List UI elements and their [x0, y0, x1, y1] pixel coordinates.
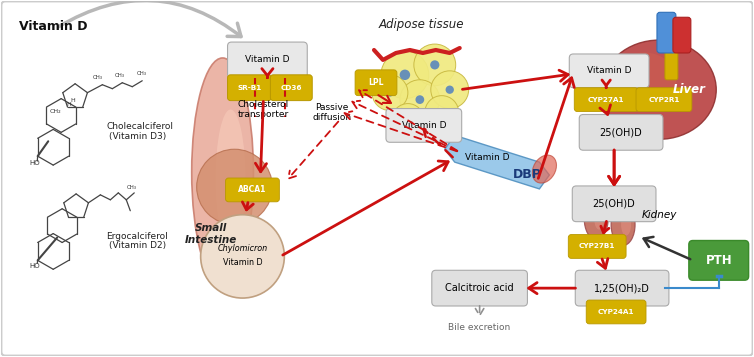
FancyBboxPatch shape [225, 178, 280, 202]
Text: HO: HO [29, 160, 40, 166]
Ellipse shape [594, 208, 604, 230]
Circle shape [400, 70, 410, 80]
Ellipse shape [611, 52, 676, 107]
Circle shape [415, 95, 425, 104]
Text: 25(OH)D: 25(OH)D [599, 127, 642, 137]
Text: Calcitroic acid: Calcitroic acid [446, 283, 514, 293]
Text: HO: HO [29, 263, 40, 269]
Circle shape [404, 116, 412, 123]
Text: Small: Small [195, 223, 227, 233]
Text: (Vitamin D3): (Vitamin D3) [109, 132, 166, 141]
Circle shape [197, 149, 272, 225]
Circle shape [431, 71, 469, 109]
FancyBboxPatch shape [386, 109, 461, 142]
Text: Vitamin D: Vitamin D [465, 153, 510, 162]
Text: Passive
diffusion: Passive diffusion [313, 103, 351, 122]
FancyBboxPatch shape [228, 42, 308, 78]
FancyBboxPatch shape [586, 300, 646, 324]
FancyBboxPatch shape [432, 270, 528, 306]
Text: H: H [66, 102, 71, 107]
Text: Adipose tissue: Adipose tissue [379, 18, 464, 31]
FancyBboxPatch shape [657, 12, 676, 53]
Text: Vitamin D: Vitamin D [587, 66, 631, 75]
Text: CYP2R1: CYP2R1 [648, 97, 679, 102]
Circle shape [425, 96, 458, 129]
FancyBboxPatch shape [636, 88, 692, 111]
Text: Chylomicron: Chylomicron [217, 244, 268, 253]
Polygon shape [445, 135, 550, 189]
FancyBboxPatch shape [355, 70, 397, 96]
Text: Cholecalciferol: Cholecalciferol [106, 122, 173, 131]
Text: Intestine: Intestine [185, 236, 237, 246]
Ellipse shape [621, 214, 631, 236]
Circle shape [414, 44, 455, 86]
Circle shape [201, 215, 284, 298]
Text: LPL: LPL [368, 78, 384, 87]
Text: CH₃: CH₃ [92, 75, 103, 80]
Text: SR-B1: SR-B1 [238, 85, 262, 91]
FancyArrowPatch shape [59, 0, 241, 36]
Ellipse shape [602, 40, 716, 139]
Circle shape [438, 109, 446, 116]
FancyBboxPatch shape [673, 17, 691, 53]
Text: CH₃: CH₃ [127, 185, 137, 190]
Ellipse shape [216, 110, 246, 248]
Text: Cholesterol
transporter: Cholesterol transporter [238, 100, 289, 119]
Text: CH₃: CH₃ [115, 73, 124, 78]
Text: Ergocalciferol: Ergocalciferol [106, 232, 167, 241]
Text: Bile excretion: Bile excretion [449, 323, 510, 332]
Circle shape [431, 60, 440, 70]
FancyBboxPatch shape [575, 270, 669, 306]
Circle shape [446, 86, 454, 94]
Ellipse shape [192, 58, 253, 286]
Text: ABCA1: ABCA1 [238, 185, 267, 195]
Text: CD36: CD36 [280, 85, 302, 91]
Text: (Vitamin D2): (Vitamin D2) [109, 241, 166, 251]
FancyBboxPatch shape [572, 186, 656, 222]
Ellipse shape [611, 204, 635, 246]
Circle shape [392, 104, 424, 135]
Text: PTH: PTH [706, 254, 732, 267]
FancyBboxPatch shape [575, 88, 638, 111]
Text: Vitamin D: Vitamin D [20, 20, 87, 33]
Ellipse shape [584, 198, 608, 240]
Text: Vitamin D: Vitamin D [222, 258, 262, 267]
FancyBboxPatch shape [689, 241, 749, 280]
Circle shape [372, 75, 408, 111]
FancyBboxPatch shape [569, 54, 649, 88]
Text: H: H [70, 97, 75, 102]
FancyBboxPatch shape [579, 115, 663, 150]
Ellipse shape [532, 155, 556, 183]
Text: Vitamin D: Vitamin D [402, 121, 446, 130]
FancyBboxPatch shape [569, 235, 626, 258]
Circle shape [400, 80, 440, 120]
FancyBboxPatch shape [271, 75, 312, 101]
Text: 1,25(OH)₂D: 1,25(OH)₂D [594, 283, 650, 293]
Text: Liver: Liver [673, 83, 705, 96]
Text: DBP: DBP [513, 167, 542, 181]
FancyBboxPatch shape [228, 75, 271, 101]
Text: CH₂: CH₂ [49, 109, 61, 114]
Text: Vitamin D: Vitamin D [245, 55, 290, 64]
Text: CH₃: CH₃ [137, 71, 147, 76]
FancyBboxPatch shape [665, 48, 678, 80]
Text: CYP27B1: CYP27B1 [579, 243, 615, 250]
Circle shape [381, 51, 429, 99]
Text: CYP27A1: CYP27A1 [588, 97, 624, 102]
Circle shape [386, 89, 394, 97]
Text: Kidney: Kidney [641, 210, 676, 220]
Text: CYP24A1: CYP24A1 [598, 309, 634, 315]
Text: 25(OH)D: 25(OH)D [593, 199, 636, 209]
